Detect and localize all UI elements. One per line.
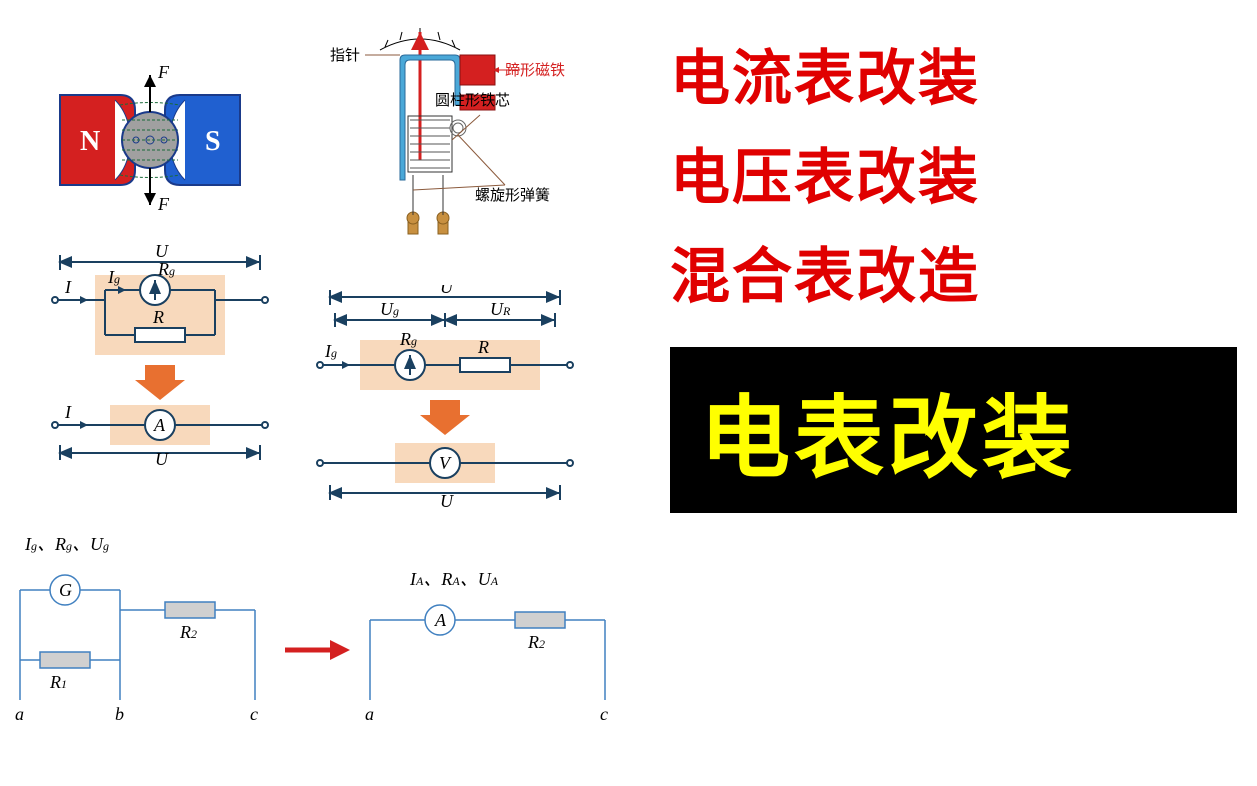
title-ammeter: 电流表改装	[670, 30, 1237, 117]
main-title-box: 电表改装	[670, 347, 1237, 513]
svg-text:R2: R2	[527, 632, 545, 652]
svg-text:a: a	[365, 704, 374, 724]
core-label: 圆柱形铁芯	[435, 92, 510, 109]
svg-text:I: I	[64, 277, 72, 297]
svg-text:R: R	[477, 337, 489, 357]
svg-text:I: I	[64, 402, 72, 422]
svg-text:R: R	[152, 307, 164, 327]
svg-text:F: F	[157, 62, 170, 82]
svg-text:U: U	[440, 285, 454, 297]
main-title: 电表改装	[700, 365, 1207, 495]
galvanometer-structure: 指针 蹄形磁铁 圆柱形铁芯 螺旋形弹簧	[320, 20, 580, 280]
n-pole-label: N	[80, 126, 100, 157]
pointer-label: 指针	[330, 47, 360, 64]
svg-text:G: G	[59, 580, 72, 600]
spring-label: 螺旋形弹簧	[475, 187, 550, 204]
svg-text:Ig、Rg、Ug: Ig、Rg、Ug	[24, 534, 109, 554]
title-mixed: 混合表改造	[670, 228, 1237, 315]
title-voltmeter: 电压表改装	[670, 129, 1237, 216]
svg-text:Ug: Ug	[380, 299, 399, 319]
voltmeter-circuit-diagram: U Ug UR Ig Rg R V U	[300, 285, 590, 510]
svg-text:F: F	[157, 194, 170, 214]
svg-text:Ig: Ig	[324, 341, 337, 361]
svg-text:Ig: Ig	[107, 267, 120, 287]
svg-text:U: U	[155, 449, 169, 465]
svg-text:c: c	[600, 704, 608, 724]
svg-text:R2: R2	[179, 622, 197, 642]
svg-text:A: A	[434, 610, 447, 630]
svg-text:UR: UR	[490, 299, 511, 319]
svg-text:U: U	[440, 491, 454, 510]
svg-text:R1: R1	[49, 672, 67, 692]
svg-text:b: b	[115, 704, 124, 724]
svg-text:IA、RA、UA: IA、RA、UA	[409, 569, 499, 589]
svg-text:c: c	[250, 704, 258, 724]
magnet-label: 蹄形磁铁	[505, 62, 565, 79]
s-pole-label: S	[205, 126, 221, 157]
svg-text:a: a	[15, 704, 24, 724]
svg-text:Rg: Rg	[399, 329, 417, 349]
equivalence-circuit: Ig、Rg、Ug G R1 R2 a b c IA、RA、UA A R2 a c	[10, 530, 630, 750]
ammeter-circuit-diagram: U I Ig Rg R I A U	[30, 245, 290, 465]
svg-text:A: A	[153, 415, 166, 435]
magnet-field-diagram: N S F F	[50, 60, 250, 220]
